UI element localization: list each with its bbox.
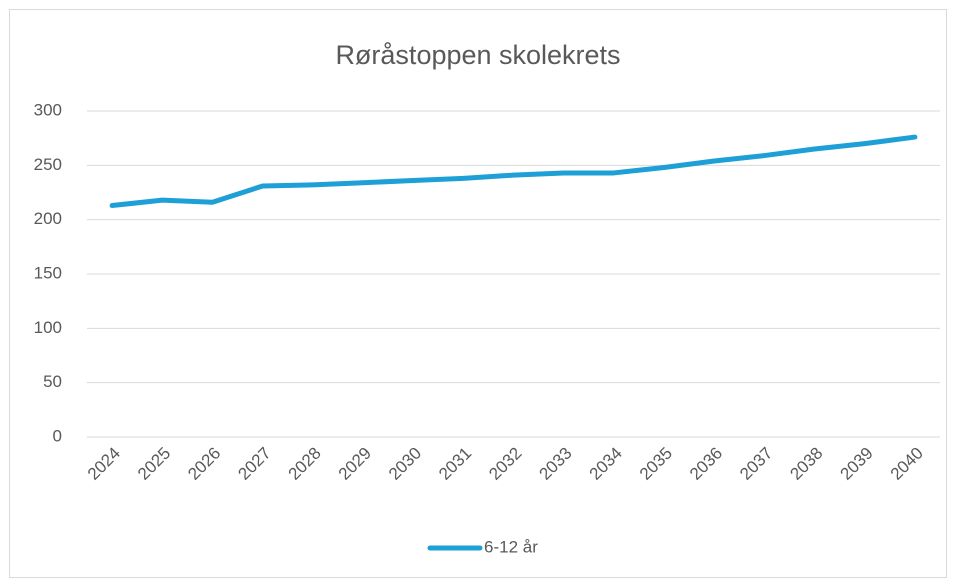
y-tick-label: 100	[34, 318, 62, 337]
chart-border	[9, 9, 947, 578]
y-tick-label: 50	[43, 372, 62, 391]
y-tick-label: 0	[53, 426, 62, 445]
y-tick-label: 150	[34, 263, 62, 282]
legend-label: 6-12 år	[484, 537, 538, 556]
series-line	[109, 134, 918, 209]
chart-title: Røråstoppen skolekrets	[335, 40, 620, 70]
y-tick-label: 300	[34, 100, 62, 119]
y-tick-label: 200	[34, 209, 62, 228]
y-tick-label: 250	[34, 155, 62, 174]
